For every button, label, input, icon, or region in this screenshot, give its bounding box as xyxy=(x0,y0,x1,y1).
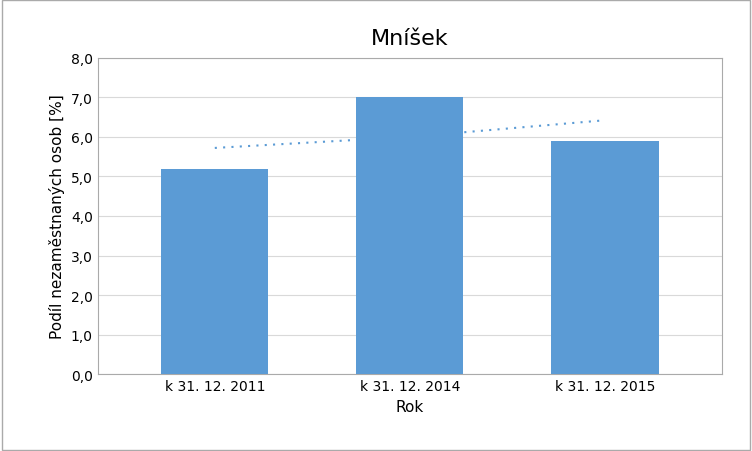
X-axis label: Rok: Rok xyxy=(396,399,424,414)
Bar xyxy=(356,98,463,374)
Title: Mníšek: Mníšek xyxy=(371,29,449,49)
Y-axis label: Podíl nezaměstnaných osob [%]: Podíl nezaměstnaných osob [%] xyxy=(50,94,65,339)
Bar xyxy=(551,142,659,374)
Bar xyxy=(161,169,268,374)
